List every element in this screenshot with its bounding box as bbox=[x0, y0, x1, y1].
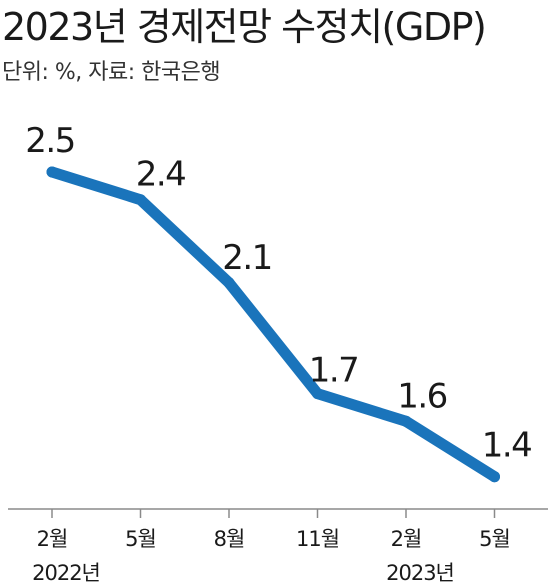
x-tick-labels: 2월 5월 8월 11월 2월 5월 2022년 2023년 bbox=[32, 527, 511, 584]
x-tick-label: 5월 bbox=[479, 527, 510, 551]
series-line-layer bbox=[46, 166, 500, 483]
chart-title: 2023년 경제전망 수정치(GDP) bbox=[2, 5, 487, 49]
data-point bbox=[400, 415, 412, 427]
data-point bbox=[312, 388, 323, 400]
series-line bbox=[46, 166, 500, 483]
x-tick-label: 5월 bbox=[125, 527, 156, 551]
data-point bbox=[489, 471, 500, 483]
data-point bbox=[135, 194, 146, 206]
x-axis bbox=[8, 508, 548, 518]
data-label: 2.5 bbox=[25, 121, 75, 161]
data-point bbox=[223, 277, 235, 289]
data-labels: 2.5 2.4 2.1 1.7 1.6 1.4 bbox=[25, 121, 533, 466]
data-label: 2.4 bbox=[136, 155, 186, 195]
x-year-label: 2023년 bbox=[386, 561, 454, 584]
data-label: 2.1 bbox=[222, 238, 272, 278]
data-label: 1.6 bbox=[397, 376, 447, 416]
x-tick-label: 11월 bbox=[296, 527, 339, 551]
x-tick-label: 2월 bbox=[37, 527, 68, 551]
x-tick-label: 8월 bbox=[214, 527, 245, 551]
data-label: 1.7 bbox=[309, 351, 359, 391]
data-point bbox=[46, 166, 58, 178]
chart-subtitle: 단위: %, 자료: 한국은행 bbox=[2, 60, 221, 85]
x-tick-label: 2월 bbox=[391, 527, 422, 551]
x-year-label: 2022년 bbox=[32, 561, 100, 584]
data-label: 1.4 bbox=[482, 426, 532, 466]
